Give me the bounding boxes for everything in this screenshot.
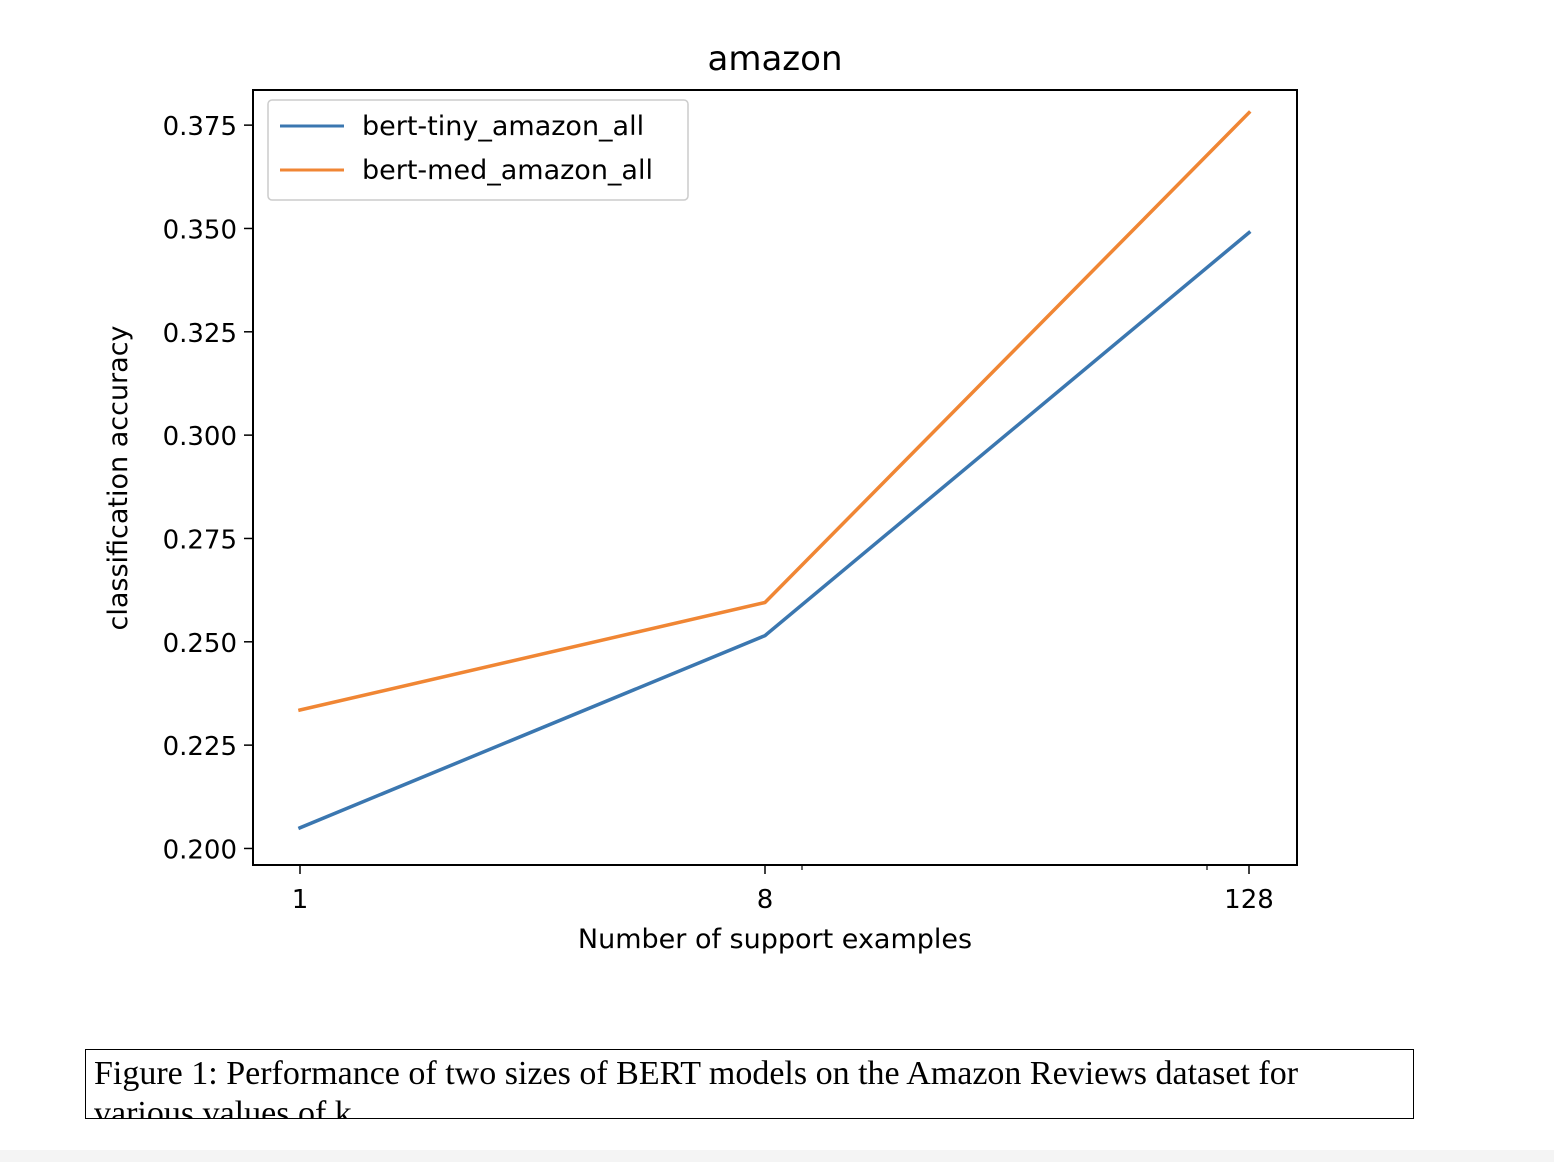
data-point: [1247, 111, 1251, 114]
x-axis-label: Number of support examples: [578, 924, 972, 955]
legend-box: [267, 99, 689, 201]
figure-caption: Figure 1: Performance of two sizes of BE…: [85, 1049, 1414, 1119]
chart-title: amazon: [708, 39, 843, 79]
line-chart: amazon 0.200 0.225 0.250 0.275 0.300 0.325 0.3…: [103, 39, 1298, 955]
data-point: [763, 634, 767, 637]
y-tick-label: 0.350: [163, 215, 237, 245]
y-tick-label: 0.325: [163, 319, 237, 349]
y-tick-label: 0.300: [163, 422, 237, 452]
caption-line-1: Figure 1: Performance of two sizes of BE…: [94, 1055, 1299, 1092]
plot-frame: [252, 89, 1298, 866]
y-tick-label: 0.200: [163, 835, 237, 865]
legend-label-bert-tiny: bert-tiny_amazon_all: [362, 111, 644, 142]
y-tick-label: 0.225: [163, 732, 237, 762]
page-bottom-edge: [0, 1150, 1554, 1162]
data-point: [298, 708, 302, 712]
x-axis-ticks: 1 8 128: [292, 865, 1274, 915]
data-point: [1247, 231, 1251, 234]
data-point: [298, 826, 302, 829]
data-point: [763, 601, 767, 604]
legend-label-bert-med: bert-med_amazon_all: [362, 155, 653, 186]
series-line-bert-tiny: [297, 230, 1252, 831]
y-axis-label: classification accuracy: [103, 325, 134, 630]
series-line-bert-med: [297, 110, 1252, 713]
caption-line-2: various values of k: [94, 1095, 352, 1119]
y-tick-label: 0.250: [163, 629, 237, 659]
series-lines: [297, 110, 1252, 831]
x-tick-label: 8: [757, 885, 774, 915]
legend: bert-tiny_amazon_all bert-med_amazon_all: [267, 99, 689, 201]
y-tick-label: 0.375: [163, 112, 237, 142]
y-axis-ticks: 0.200 0.225 0.250 0.275 0.300 0.325 0.350 0.375: [163, 112, 253, 865]
x-tick-label: 1: [292, 885, 309, 915]
y-tick-label: 0.275: [163, 525, 237, 555]
x-tick-label: 128: [1224, 885, 1274, 915]
